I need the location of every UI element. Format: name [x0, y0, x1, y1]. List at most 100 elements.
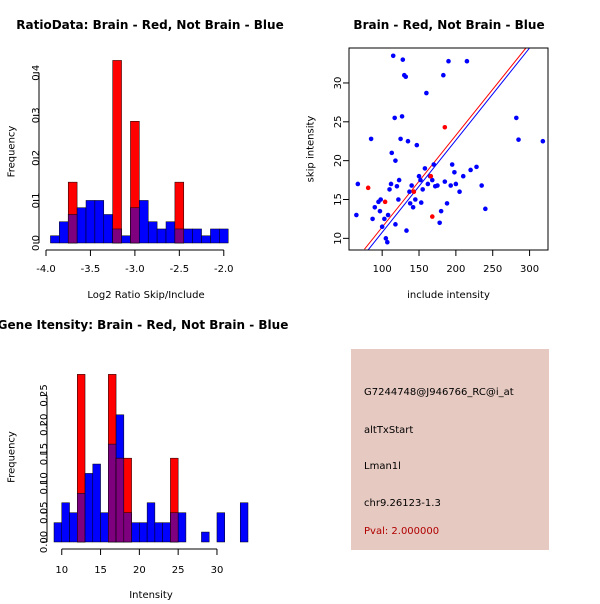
event-type-text: altTxStart	[364, 425, 414, 436]
scatter-point-not-brain	[452, 170, 457, 175]
gene_hist-x-tick-label: 15	[94, 565, 107, 576]
scatter-point-not-brain	[446, 58, 451, 64]
ratio_hist-bar-not-brain	[210, 228, 220, 244]
gene_hist-x-tick-label: 30	[211, 565, 224, 576]
scatter-x-tick-label: 100	[373, 264, 392, 275]
scatter-point-not-brain	[410, 204, 416, 210]
ratio_hist-bar-not-brain	[147, 221, 158, 244]
scatter-point-not-brain	[394, 183, 400, 189]
scatter-point-not-brain	[407, 189, 412, 195]
gene_hist-bar-not-brain	[100, 512, 109, 543]
ratio_hist-bar-overlap	[67, 214, 78, 244]
scatter-point-not-brain	[414, 142, 420, 148]
scatter-point-not-brain	[404, 228, 409, 233]
ratio_hist-bar-overlap	[130, 207, 140, 244]
scatter-point-not-brain	[388, 181, 394, 187]
scatter-point-brain	[411, 189, 417, 195]
scatter-point-not-brain	[422, 166, 428, 171]
ratio_hist-bar-not-brain	[76, 207, 87, 244]
gene_hist-bar-not-brain	[92, 463, 101, 543]
scatter-point-not-brain	[416, 173, 422, 179]
gene_hist-x-tick-label: 20	[133, 565, 146, 576]
ratio_hist-y-tick-label: 0.4	[31, 65, 42, 81]
ratio_hist-xlabel: Log2 Ratio Skip/Include	[87, 290, 204, 301]
gene_hist-y-tick-label: 0.15	[39, 443, 50, 465]
ratio_hist-bar-not-brain	[121, 235, 131, 244]
scatter-point-not-brain	[424, 90, 429, 96]
scatter-point-not-brain	[385, 239, 390, 245]
gene_hist-bar-not-brain	[84, 473, 94, 543]
gene_hist-bar-overlap	[77, 493, 86, 543]
scatter-title: Brain - Red, Not Brain - Blue	[353, 18, 544, 32]
scatter-y-tick-label: 30	[333, 77, 344, 90]
scatter-point-brain	[442, 124, 448, 130]
ratio_hist-bar-not-brain	[201, 235, 211, 244]
gene_hist-bar-not-brain	[139, 522, 148, 543]
gene_hist-bar-overlap	[115, 457, 125, 543]
scatter-point-not-brain	[377, 208, 383, 214]
scatter-point-not-brain	[383, 236, 389, 241]
scatter-point-not-brain	[479, 183, 484, 188]
ratio_hist-x-tick-label: -3.5	[81, 264, 101, 275]
scatter-point-not-brain	[420, 187, 426, 192]
ratio_hist-bar-not-brain	[165, 221, 176, 244]
scatter-point-not-brain	[409, 183, 414, 188]
scatter-y-tick-label: 20	[333, 154, 344, 167]
scatter-point-not-brain	[396, 177, 402, 183]
location-text: chr9.26123-1.3	[364, 498, 441, 509]
scatter-point-not-brain	[368, 136, 374, 142]
gene_hist-bar-not-brain	[201, 531, 210, 543]
ratio_hist-bar-not-brain	[103, 214, 113, 244]
scatter-point-not-brain	[387, 187, 392, 192]
ratio_hist-x-tick-label: -4.0	[36, 264, 56, 275]
gene_hist-y-tick-label: 0.00	[39, 531, 50, 553]
scatter-point-brain	[365, 185, 371, 191]
scatter-x-tick-label: 200	[446, 264, 465, 275]
scatter-point-not-brain	[441, 72, 446, 78]
ratio_hist-bar-not-brain	[59, 221, 69, 244]
scatter-y-tick-label: 25	[333, 115, 344, 128]
scatter-point-not-brain	[370, 216, 375, 222]
ratio_hist-bar-not-brain	[85, 200, 96, 244]
scatter-point-not-brain	[413, 197, 418, 202]
scatter-point-not-brain	[468, 167, 473, 173]
scatter-point-not-brain	[379, 224, 385, 229]
scatter-point-not-brain	[514, 115, 519, 121]
probe-id-text: G7244748@J946766_RC@i_at	[364, 387, 514, 398]
scatter-y-tick-label: 15	[333, 193, 344, 206]
scatter-y-tick-label: 10	[333, 232, 344, 245]
gene_hist-bar-not-brain	[61, 502, 70, 543]
scatter-point-not-brain	[449, 162, 455, 167]
scatter-point-not-brain	[399, 114, 405, 119]
ratio_hist-bar-not-brain	[183, 228, 193, 244]
ratio_hist-x-tick-label: -2.5	[170, 264, 190, 275]
scatter-point-not-brain	[474, 164, 479, 170]
scatter-fit-line-not-brain	[367, 48, 530, 250]
scatter-point-not-brain	[398, 136, 403, 142]
gene_hist-title: Gene Itensity: Brain - Red, Not Brain - …	[0, 318, 288, 332]
scatter-point-not-brain	[392, 115, 397, 121]
ratio_hist-bar-overlap	[174, 228, 185, 244]
ratio_hist-bar-not-brain	[139, 200, 149, 244]
scatter-point-not-brain	[385, 212, 391, 218]
ratio_hist-bar-not-brain	[50, 235, 60, 244]
gene_hist-bar-overlap	[170, 512, 179, 543]
gene_hist-x-tick-label: 25	[172, 565, 185, 576]
scatter-point-not-brain	[403, 74, 409, 80]
gene_hist-bar-not-brain	[177, 512, 187, 543]
gene_hist-ylabel: Frequency	[7, 431, 18, 483]
gene_hist-y-tick-label: 0.25	[39, 384, 50, 406]
scatter-point-not-brain	[372, 204, 378, 210]
probe-info-panel: G7244748@J946766_RC@i_at altTxStart Lman…	[351, 349, 549, 550]
ratio_hist-bar-not-brain	[192, 228, 202, 244]
scatter-point-not-brain	[444, 201, 450, 206]
scatter-fit-line-brain	[364, 48, 527, 250]
scatter-point-not-brain	[431, 162, 437, 167]
gene_hist-y-tick-label: 0.20	[39, 414, 50, 436]
gene_hist-bar-not-brain	[239, 502, 249, 543]
ratio_hist-y-tick-label: 0.1	[31, 192, 42, 208]
gene_hist-bar-not-brain	[154, 522, 163, 543]
scatter-point-not-brain	[435, 183, 440, 188]
ratio_hist-bar-not-brain	[219, 228, 229, 244]
ratio_hist-title: RatioData: Brain - Red, Not Brain - Blue	[16, 18, 283, 32]
